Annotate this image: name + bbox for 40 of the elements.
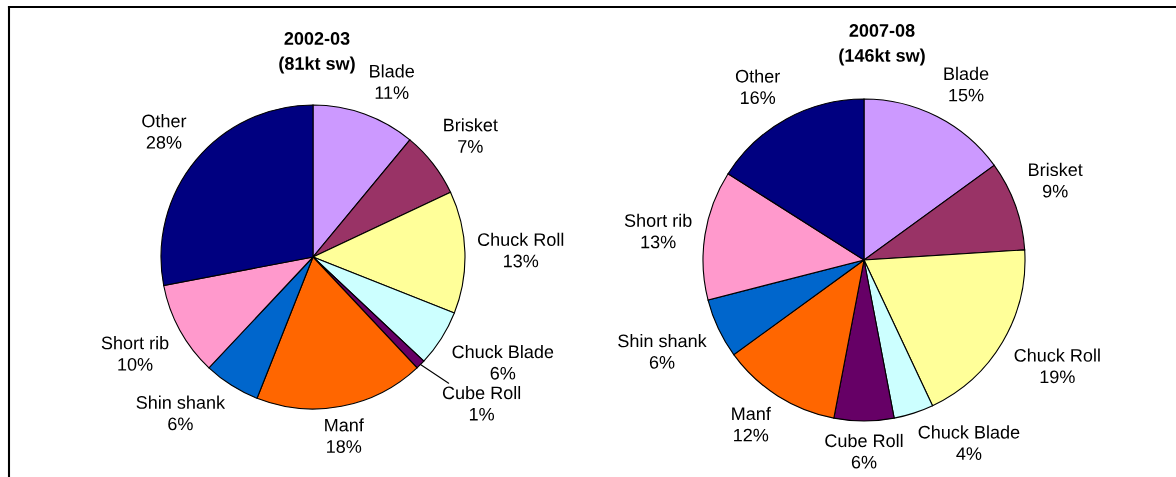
slice-label: Shin shank	[618, 334, 707, 348]
slice-label: Short rib	[624, 213, 692, 227]
data-label: 28%	[146, 136, 182, 149]
data-label: 11%	[375, 86, 409, 99]
chart-subtitle: (81kt sw)	[279, 56, 355, 74]
data-label: 19%	[1040, 370, 1075, 384]
slice-label: Other	[142, 114, 187, 128]
slice-label: Cube Roll	[825, 433, 903, 448]
slice-label: Manf	[325, 418, 364, 432]
data-label: 6%	[490, 366, 516, 380]
slice-label: Manf	[732, 406, 771, 421]
slice-label: Chuck Blade	[918, 425, 1020, 439]
slice-label: Blade	[944, 66, 989, 81]
slice-label: Chuck Blade	[452, 344, 554, 359]
slice-label: Other	[735, 69, 780, 83]
data-label: 7%	[458, 140, 483, 153]
data-label: 10%	[118, 357, 153, 371]
data-label: 6%	[649, 355, 675, 369]
data-label: 6%	[168, 417, 193, 431]
data-label: 9%	[1042, 184, 1068, 198]
data-label: 15%	[949, 88, 984, 102]
chart-subtitle: (146kt sw)	[839, 48, 925, 66]
slice-label: Brisket	[1029, 162, 1083, 177]
chart-title: 2002-03	[284, 32, 350, 45]
chart-title: 2007-08	[849, 24, 915, 37]
slice-label: Blade	[370, 64, 414, 78]
data-label: 13%	[641, 235, 676, 249]
data-label: 16%	[740, 91, 776, 105]
data-label: 6%	[851, 455, 877, 469]
slice-label: Shin shank	[136, 395, 226, 409]
data-label: 4%	[956, 447, 982, 460]
slice-label: Brisket	[444, 118, 498, 132]
slice-label: Short rib	[101, 336, 169, 350]
data-label: 1%	[469, 407, 495, 421]
data-label: 12%	[734, 428, 769, 442]
data-label: 18%	[327, 440, 362, 453]
data-label: 13%	[504, 254, 539, 268]
slice-label: Cube Roll	[442, 385, 521, 400]
slice-label: Chuck Roll	[1014, 348, 1100, 362]
slice-label: Chuck Roll	[478, 232, 564, 246]
